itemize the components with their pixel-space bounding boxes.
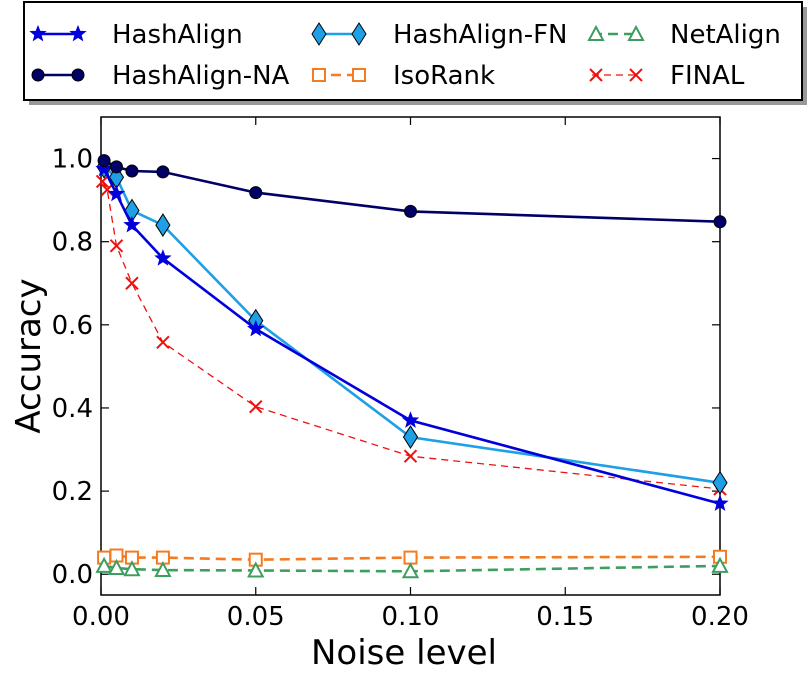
data-point-hashalign-na <box>109 160 123 174</box>
y-tick-label: 1.0 <box>52 145 93 175</box>
data-point-hashalign <box>401 411 420 428</box>
legend: HashAlign HashAlign-NA HashAlign-FN IsoRank… <box>23 1 807 105</box>
x-tick-label: 0.00 <box>72 602 130 632</box>
legend-entry-hashalign: HashAlign <box>29 20 243 50</box>
data-point-netalign <box>95 556 113 573</box>
data-point-hashalign-na <box>156 165 170 179</box>
data-point-hashalign <box>247 319 265 337</box>
x-tick-label: 0.15 <box>536 602 594 632</box>
legend-marker <box>589 68 603 82</box>
legend-entry-hashalign-na: HashAlign-NA <box>31 61 290 91</box>
legend-label: HashAlign-NA <box>112 61 290 91</box>
data-point-netalign <box>401 562 420 579</box>
x-axis-title: Noise level <box>311 633 497 673</box>
series-line-final <box>101 181 721 490</box>
legend-box <box>23 1 803 101</box>
legend-marker <box>69 24 87 42</box>
data-point-hashalign-na <box>713 215 727 229</box>
data-point-hashalign-na <box>125 164 139 178</box>
data-point-isorank <box>403 550 418 565</box>
data-point-hashalign <box>154 249 172 266</box>
y-tick-label: 0.8 <box>52 228 93 258</box>
legend-marker <box>31 68 45 82</box>
legend-entry-isorank: IsoRank <box>312 61 495 91</box>
y-tick-label: 0.4 <box>52 394 93 424</box>
legend-entry-final: FINAL <box>589 61 745 91</box>
data-point-hashalign-fn <box>402 425 419 449</box>
data-point-final <box>156 335 170 349</box>
data-point-hashalign-na <box>97 154 111 168</box>
legend-label: IsoRank <box>393 61 495 91</box>
legend-label: HashAlign <box>112 20 243 50</box>
legend-marker <box>629 68 643 82</box>
data-point-final <box>403 449 418 463</box>
legend-label: FINAL <box>670 61 745 91</box>
y-tick-label: 0.6 <box>52 311 93 341</box>
y-tick-label: 0.2 <box>52 477 93 507</box>
series-layer <box>95 154 729 579</box>
x-tick-label: 0.05 <box>227 602 285 632</box>
data-point-netalign <box>107 558 126 575</box>
x-tick-label: 0.10 <box>382 602 440 632</box>
legend-entry-hashalign-fn: HashAlign-FN <box>311 20 568 50</box>
series-hashalign <box>95 159 729 511</box>
legend-entry-netalign: NetAlign <box>587 20 781 50</box>
data-point-hashalign-na <box>249 186 263 200</box>
data-point-final <box>95 174 110 189</box>
data-point-hashalign-na <box>404 204 417 218</box>
data-point-hashalign-fn <box>155 213 171 238</box>
data-point-hashalign <box>107 184 126 202</box>
data-point-netalign <box>247 561 265 578</box>
plot-area <box>100 116 721 596</box>
data-point-netalign <box>123 560 141 577</box>
legend-marker <box>351 22 367 46</box>
legend-marker <box>71 68 85 82</box>
legend-marker <box>352 68 366 82</box>
legend-label: NetAlign <box>670 20 781 50</box>
data-point-netalign <box>154 560 172 578</box>
data-point-final <box>109 239 124 253</box>
axis-ticks: 0.00 0.05 0.10 0.15 0.20 0.0 0.2 0.4 0.6 0.8 1.0 <box>52 117 749 632</box>
data-point-netalign <box>711 556 729 573</box>
data-point-hashalign-fn <box>712 470 728 495</box>
series-netalign <box>95 556 729 579</box>
x-tick-label: 0.20 <box>691 602 749 632</box>
y-axis-title: Accuracy <box>9 278 49 433</box>
legend-marker <box>587 24 605 41</box>
legend-marker <box>311 22 327 46</box>
data-point-final <box>125 276 139 290</box>
data-point-hashalign <box>123 215 141 233</box>
legend-marker <box>29 24 47 42</box>
legend-label: HashAlign-FN <box>393 20 568 50</box>
data-point-hashalign <box>711 494 729 511</box>
data-point-final <box>249 400 263 414</box>
legend-marker <box>312 68 326 82</box>
series-hashalign-na <box>97 154 727 229</box>
data-point-hashalign <box>95 159 113 177</box>
y-tick-label: 0.0 <box>52 560 93 590</box>
legend-marker <box>627 24 645 41</box>
